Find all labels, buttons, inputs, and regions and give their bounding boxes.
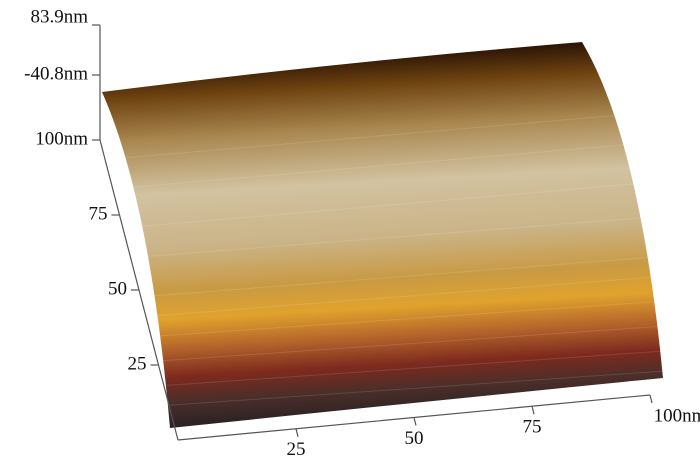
x-tick	[650, 395, 652, 403]
y-tick-label: 100nm	[35, 128, 88, 149]
x-tick	[414, 418, 416, 426]
x-tick-label: 100nm	[654, 405, 700, 426]
z-tick-label: -40.8nm	[24, 63, 88, 84]
z-tick-label: 83.9nm	[30, 6, 88, 27]
y-tick-label: 75	[89, 203, 108, 224]
x-tick	[296, 429, 298, 437]
y-tick-label: 25	[128, 353, 147, 374]
x-tick-label: 75	[523, 417, 542, 438]
x-tick-label: 25	[287, 439, 306, 460]
y-tick-label: 50	[108, 278, 127, 299]
x-tick-label: 50	[405, 428, 424, 449]
x-tick	[532, 406, 534, 414]
chart: 25 50 75 100nm 25 50 75 100nm 83.9nm -40.8nm	[0, 0, 700, 461]
